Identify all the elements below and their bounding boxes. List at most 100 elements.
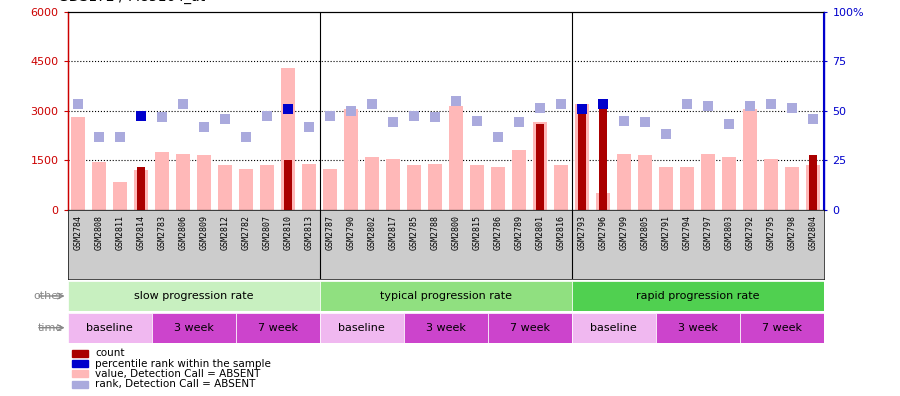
- Point: [302, 124, 316, 131]
- Text: GSM2810: GSM2810: [284, 215, 292, 250]
- Text: GSM2785: GSM2785: [410, 215, 418, 250]
- Text: typical progression rate: typical progression rate: [380, 291, 511, 301]
- Bar: [533, 122, 547, 210]
- Point: [701, 103, 716, 109]
- Text: baseline: baseline: [590, 323, 637, 333]
- Text: GSM2812: GSM2812: [220, 215, 230, 250]
- Bar: [536, 124, 544, 210]
- Bar: [554, 166, 568, 210]
- Bar: [284, 160, 292, 210]
- Point: [197, 124, 211, 131]
- Bar: [302, 164, 317, 210]
- Bar: [138, 167, 145, 210]
- Bar: [655, 313, 740, 343]
- Text: 7 week: 7 week: [257, 323, 298, 333]
- Point: [554, 101, 568, 107]
- Bar: [448, 106, 464, 210]
- Bar: [68, 281, 320, 311]
- Bar: [133, 170, 148, 210]
- Point: [386, 119, 400, 126]
- Point: [638, 119, 652, 126]
- Text: GSM2806: GSM2806: [178, 215, 187, 250]
- Text: GSM2815: GSM2815: [472, 215, 482, 250]
- Point: [596, 101, 610, 107]
- Point: [806, 116, 820, 122]
- Bar: [616, 154, 631, 210]
- Point: [785, 105, 799, 111]
- Text: GSM2796: GSM2796: [598, 215, 608, 250]
- Bar: [344, 109, 358, 210]
- Point: [218, 116, 232, 122]
- Text: 7 week: 7 week: [761, 323, 802, 333]
- Text: GSM2789: GSM2789: [515, 215, 524, 250]
- Bar: [740, 313, 824, 343]
- Bar: [320, 281, 572, 311]
- Point: [238, 134, 253, 141]
- Bar: [407, 166, 421, 210]
- Bar: [511, 150, 526, 210]
- Text: GSM2808: GSM2808: [94, 215, 104, 250]
- Bar: [428, 164, 442, 210]
- Text: GSM2817: GSM2817: [389, 215, 398, 250]
- Text: rapid progression rate: rapid progression rate: [635, 291, 760, 301]
- Text: GSM2811: GSM2811: [115, 215, 124, 250]
- Bar: [236, 313, 320, 343]
- Text: GSM2800: GSM2800: [452, 215, 461, 250]
- Bar: [470, 166, 484, 210]
- Text: GSM2783: GSM2783: [158, 215, 166, 250]
- Bar: [218, 166, 232, 210]
- Point: [575, 106, 590, 112]
- Point: [112, 134, 127, 141]
- Bar: [659, 167, 673, 210]
- Point: [616, 118, 631, 124]
- Text: GSM2797: GSM2797: [704, 215, 713, 250]
- Point: [491, 134, 505, 141]
- Text: percentile rank within the sample: percentile rank within the sample: [95, 358, 271, 369]
- Bar: [92, 162, 106, 210]
- Bar: [155, 152, 169, 210]
- Point: [428, 114, 442, 121]
- Point: [155, 114, 169, 121]
- Text: GSM2795: GSM2795: [767, 215, 776, 250]
- Point: [364, 101, 379, 107]
- Bar: [196, 155, 211, 210]
- Text: slow progression rate: slow progression rate: [134, 291, 253, 301]
- Bar: [809, 155, 816, 210]
- Text: GSM2794: GSM2794: [682, 215, 691, 250]
- Text: 3 week: 3 week: [174, 323, 213, 333]
- Bar: [112, 182, 128, 210]
- Text: GSM2793: GSM2793: [578, 215, 587, 250]
- Point: [260, 112, 274, 119]
- Bar: [742, 109, 757, 210]
- Text: GSM2805: GSM2805: [641, 215, 650, 250]
- Text: GSM2799: GSM2799: [619, 215, 628, 250]
- Text: GSM2782: GSM2782: [241, 215, 250, 250]
- Point: [449, 98, 464, 104]
- Point: [764, 101, 778, 107]
- Bar: [596, 193, 610, 210]
- Point: [344, 108, 358, 114]
- Bar: [151, 313, 236, 343]
- Text: GSM2788: GSM2788: [430, 215, 439, 250]
- Bar: [574, 104, 590, 210]
- Text: GSM2803: GSM2803: [724, 215, 733, 250]
- Text: GSM2804: GSM2804: [808, 215, 817, 250]
- Bar: [322, 169, 338, 210]
- Point: [680, 101, 694, 107]
- Point: [134, 112, 148, 119]
- Text: 7 week: 7 week: [509, 323, 550, 333]
- Text: GSM2809: GSM2809: [200, 215, 209, 250]
- Text: 3 week: 3 week: [426, 323, 465, 333]
- Text: GSM2792: GSM2792: [745, 215, 754, 250]
- Bar: [722, 157, 736, 210]
- Text: GSM2784: GSM2784: [74, 215, 83, 250]
- Text: GSM2802: GSM2802: [367, 215, 376, 250]
- Point: [71, 101, 86, 107]
- Text: GSM2786: GSM2786: [493, 215, 502, 250]
- Text: value, Detection Call = ABSENT: value, Detection Call = ABSENT: [95, 369, 261, 379]
- Bar: [259, 166, 274, 210]
- Point: [512, 119, 526, 126]
- Text: GSM2787: GSM2787: [326, 215, 335, 250]
- Bar: [806, 166, 820, 210]
- Bar: [572, 281, 824, 311]
